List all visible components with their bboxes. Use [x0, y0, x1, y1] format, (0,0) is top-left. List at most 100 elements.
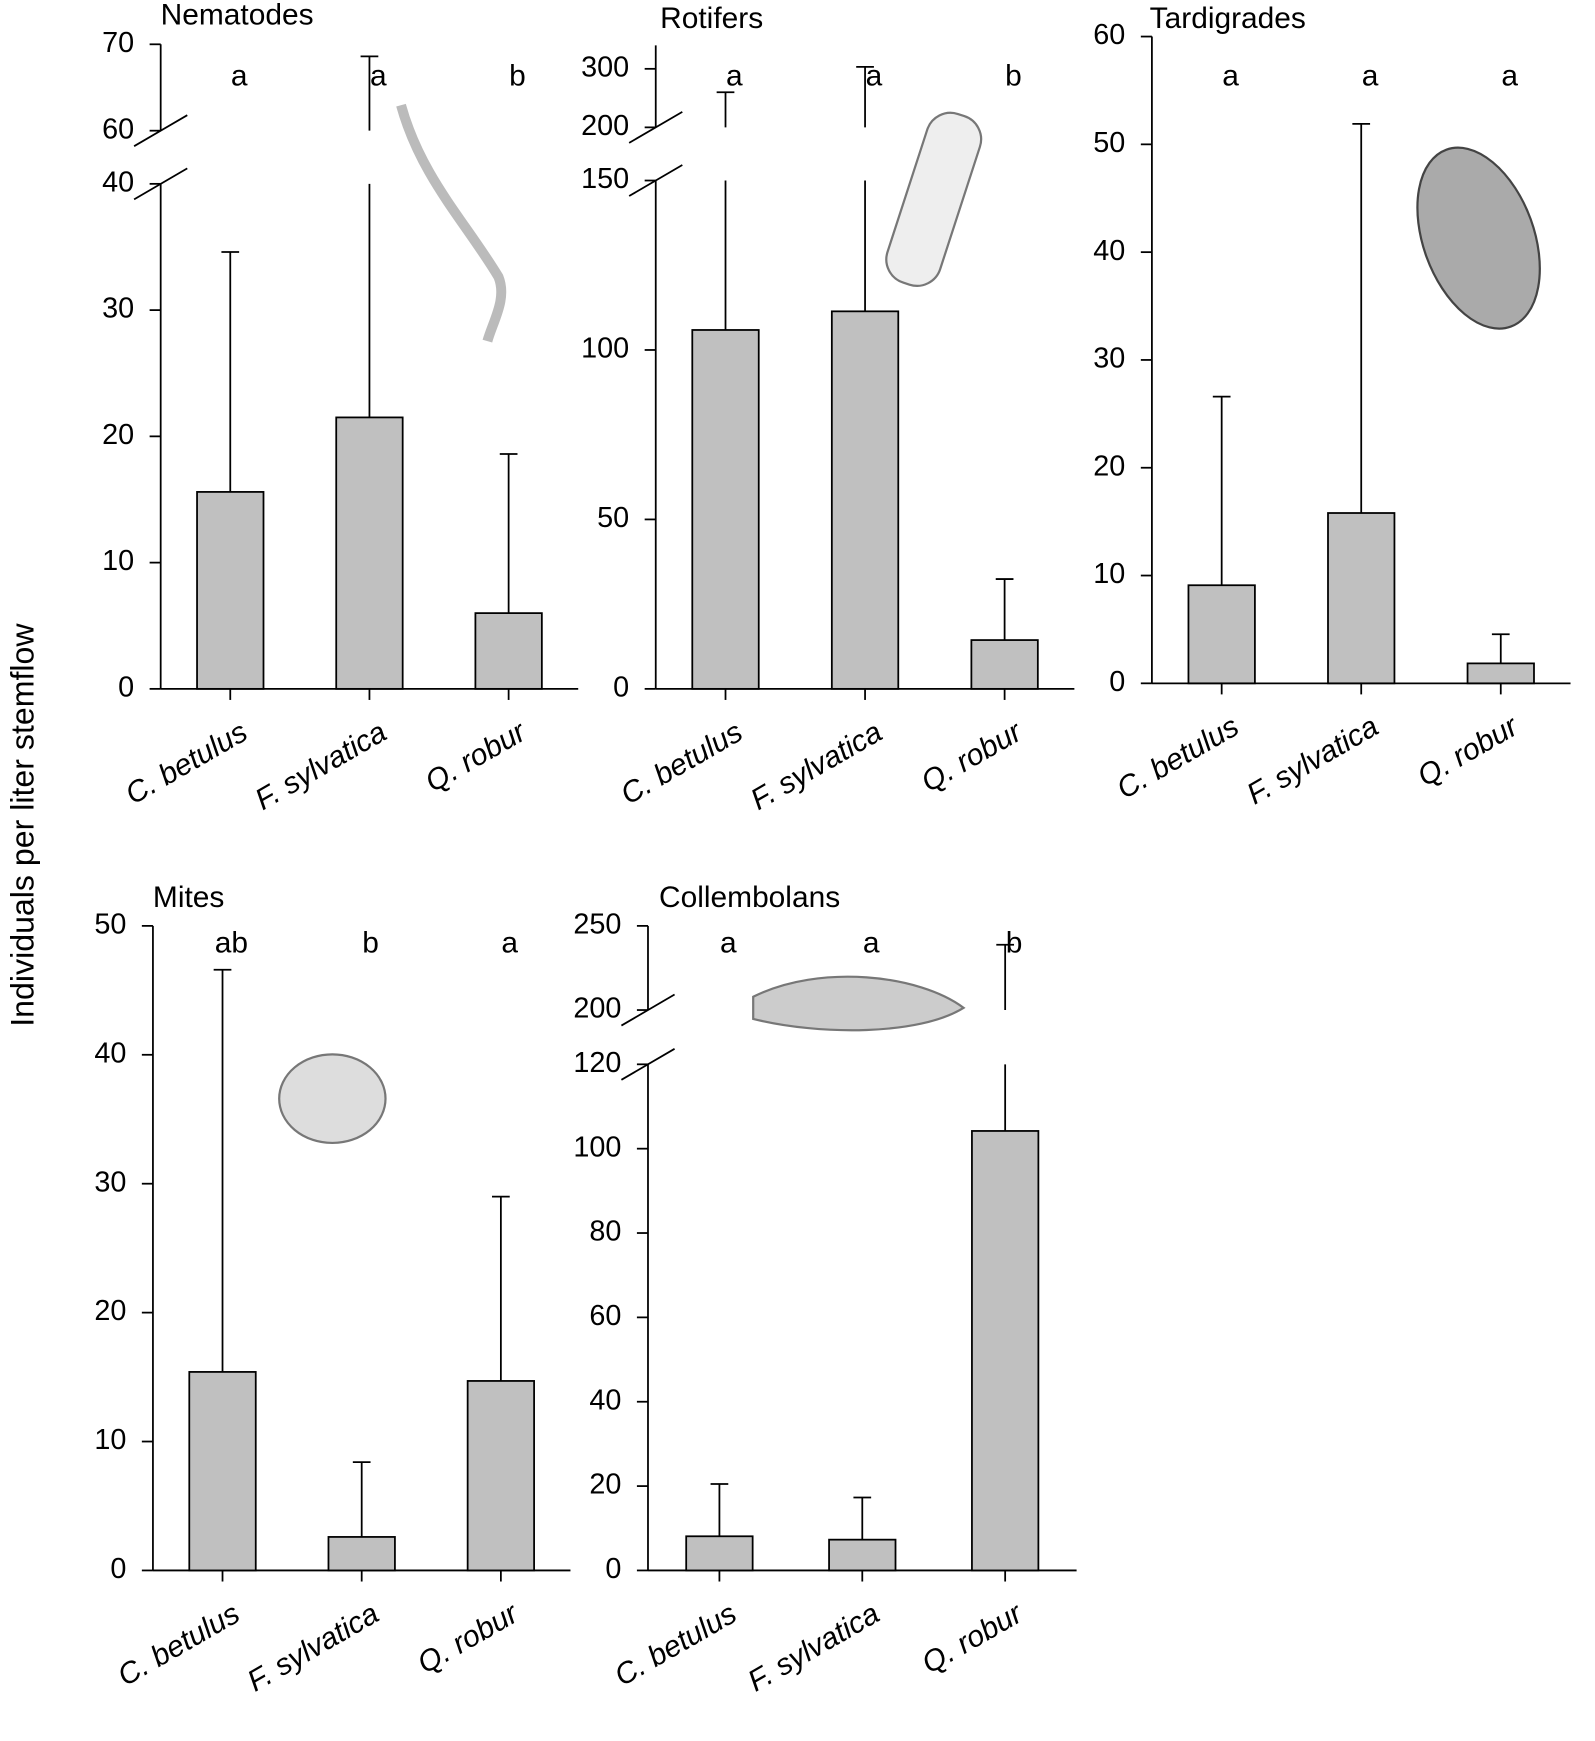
y-tick-label: 30 — [94, 1166, 126, 1198]
significance-letter: a — [726, 59, 743, 92]
panel-title: Collembolans — [659, 881, 840, 914]
y-tick-label: 0 — [605, 1553, 621, 1585]
error-bar — [1212, 395, 1231, 586]
significance-letter: a — [231, 59, 248, 92]
error-bar — [221, 251, 240, 492]
significance-letter: a — [1222, 59, 1239, 92]
y-tick-label: 60 — [589, 1300, 621, 1332]
bar — [830, 310, 900, 690]
y-tick-label: 70 — [102, 27, 134, 59]
y-axis-label: Individuals per liter stemflow — [4, 623, 40, 1027]
significance-letter: b — [1006, 927, 1023, 960]
x-tick-label: F. sylvatica — [242, 1597, 385, 1698]
y-tick-label: 30 — [1093, 343, 1125, 375]
x-tick-label: Q. robur — [420, 715, 532, 799]
error-bar — [492, 1195, 510, 1381]
significance-letter: a — [501, 927, 518, 960]
y-tick-label: 0 — [613, 671, 629, 703]
error-bar — [352, 1461, 371, 1537]
significance-letter: b — [509, 59, 526, 92]
y-tick-label: 40 — [589, 1384, 621, 1416]
panel-title: Nematodes — [161, 0, 314, 32]
y-tick-label: 100 — [581, 333, 629, 365]
y-tick-label: 20 — [94, 1295, 126, 1327]
bar — [828, 1538, 897, 1572]
error-bar — [360, 55, 379, 418]
bar — [474, 612, 543, 690]
panel: Tardigrades 0 10 20 30 40 50 60 C. betulus a F. sy… — [1093, 2, 1571, 811]
x-tick-label: Q. robur — [412, 1596, 524, 1680]
y-tick-label: 100 — [573, 1131, 621, 1163]
bar — [1466, 662, 1535, 685]
y-tick-label: 200 — [573, 993, 621, 1025]
bar — [466, 1380, 535, 1572]
y-tick-label: 200 — [581, 110, 629, 142]
x-tick-label: F. sylvatica — [1241, 710, 1384, 811]
x-tick-label: C. betulus — [609, 1597, 742, 1693]
significance-letter: b — [1005, 59, 1022, 92]
y-tick-label: 20 — [589, 1469, 621, 1501]
significance-letter: ab — [215, 927, 248, 960]
x-tick-label: F. sylvatica — [742, 1597, 885, 1698]
panel: Nematodes 0 10 20 30 40 60 70 C. betulus a F. sylv… — [102, 0, 579, 817]
y-tick-label: 40 — [102, 166, 134, 198]
y-tick-label: 250 — [573, 908, 621, 940]
y-tick-label: 50 — [597, 502, 629, 534]
x-tick-label: C. betulus — [112, 1597, 245, 1693]
significance-letter: a — [370, 59, 387, 92]
y-tick-label: 10 — [94, 1424, 126, 1456]
y-tick-label: 10 — [1093, 558, 1125, 590]
bar — [1187, 584, 1256, 685]
y-tick-label: 0 — [110, 1553, 126, 1585]
y-tick-label: 40 — [1093, 235, 1125, 267]
x-tick-label: F. sylvatica — [745, 715, 888, 816]
error-bar — [499, 453, 518, 614]
y-tick-label: 0 — [118, 671, 134, 703]
bar — [327, 1536, 396, 1572]
x-tick-label: C. betulus — [1111, 710, 1244, 806]
x-tick-label: Q. robur — [916, 715, 1028, 799]
significance-letter: a — [866, 59, 883, 92]
y-tick-label: 40 — [94, 1037, 126, 1069]
y-tick-label: 60 — [102, 113, 134, 145]
bar — [196, 491, 265, 690]
y-tick-label: 30 — [102, 293, 134, 325]
y-tick-label: 120 — [573, 1047, 621, 1079]
illustrations — [278, 103, 1541, 1145]
y-tick-label: 0 — [1109, 666, 1125, 698]
significance-letter: a — [1501, 59, 1518, 92]
significance-letter: a — [1362, 59, 1379, 92]
y-tick-label: 150 — [581, 163, 629, 195]
significance-letter: b — [362, 927, 379, 960]
panel-title: Rotifers — [660, 2, 763, 35]
error-bar — [716, 91, 735, 330]
bar — [970, 639, 1039, 690]
bar — [691, 329, 760, 690]
bar — [685, 1535, 754, 1572]
error-bar — [856, 65, 874, 312]
y-tick-label: 20 — [102, 419, 134, 451]
error-bar — [853, 1496, 872, 1540]
y-tick-label: 300 — [581, 51, 629, 83]
error-bar — [710, 1483, 729, 1537]
x-tick-label: Q. robur — [916, 1596, 1028, 1680]
y-tick-label: 20 — [1093, 450, 1125, 482]
x-tick-label: C. betulus — [615, 715, 748, 811]
y-tick-label: 10 — [102, 545, 134, 577]
x-tick-label: F. sylvatica — [250, 715, 393, 816]
panel: Rotifers 0 50 100 150 200 300 C. betulus a F. syl… — [581, 2, 1075, 817]
x-tick-label: C. betulus — [120, 715, 253, 811]
error-bar — [1352, 122, 1371, 514]
y-tick-label: 60 — [1093, 19, 1125, 51]
error-bar — [996, 943, 1015, 1131]
error-bar — [1491, 633, 1510, 664]
significance-letter: a — [720, 927, 737, 960]
error-bar — [995, 578, 1014, 641]
bar — [188, 1371, 257, 1572]
y-tick-label: 50 — [1093, 127, 1125, 159]
bar — [971, 1130, 1040, 1572]
bar — [1327, 512, 1396, 685]
significance-letter: a — [863, 927, 880, 960]
